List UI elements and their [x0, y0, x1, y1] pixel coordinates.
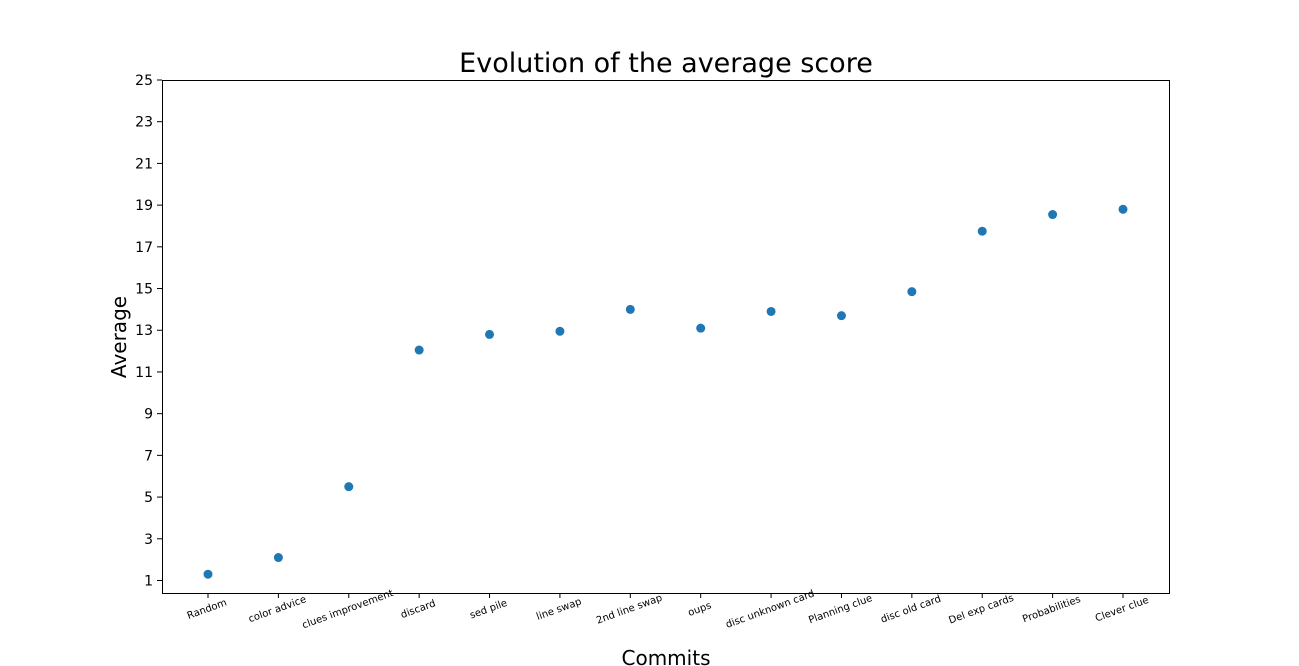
- data-point: [696, 323, 706, 333]
- y-tick-label: 21: [135, 156, 153, 172]
- y-tick-label: 25: [135, 73, 153, 89]
- x-axis-label: Commits: [622, 646, 711, 666]
- data-point: [414, 345, 424, 355]
- y-tick-label: 1: [144, 573, 153, 589]
- y-tick-label: 19: [135, 198, 153, 214]
- data-point: [203, 569, 213, 579]
- data-point: [273, 553, 283, 563]
- data-point: [625, 304, 635, 314]
- y-tick-label: 23: [135, 115, 153, 131]
- data-points: [203, 204, 1128, 579]
- data-point: [907, 287, 917, 297]
- chart-title: Evolution of the average score: [459, 48, 873, 79]
- y-tick-label: 9: [144, 407, 153, 423]
- y-tick-label: 17: [135, 240, 153, 256]
- data-point: [344, 482, 354, 492]
- y-tick-label: 3: [144, 532, 153, 548]
- plot-frame: [162, 80, 1170, 594]
- data-point: [836, 311, 846, 321]
- y-tick-label: 13: [135, 323, 153, 339]
- data-point: [766, 306, 776, 316]
- y-tick-label: 7: [144, 448, 153, 464]
- y-tick-label: 11: [135, 365, 153, 381]
- y-tick-label: 15: [135, 282, 153, 298]
- y-tick-label: 5: [144, 490, 153, 506]
- data-point: [1048, 210, 1058, 220]
- data-point: [485, 329, 495, 339]
- data-point: [555, 326, 565, 336]
- y-axis-label: Average: [107, 296, 131, 378]
- data-point: [977, 226, 987, 236]
- data-point: [1118, 204, 1128, 214]
